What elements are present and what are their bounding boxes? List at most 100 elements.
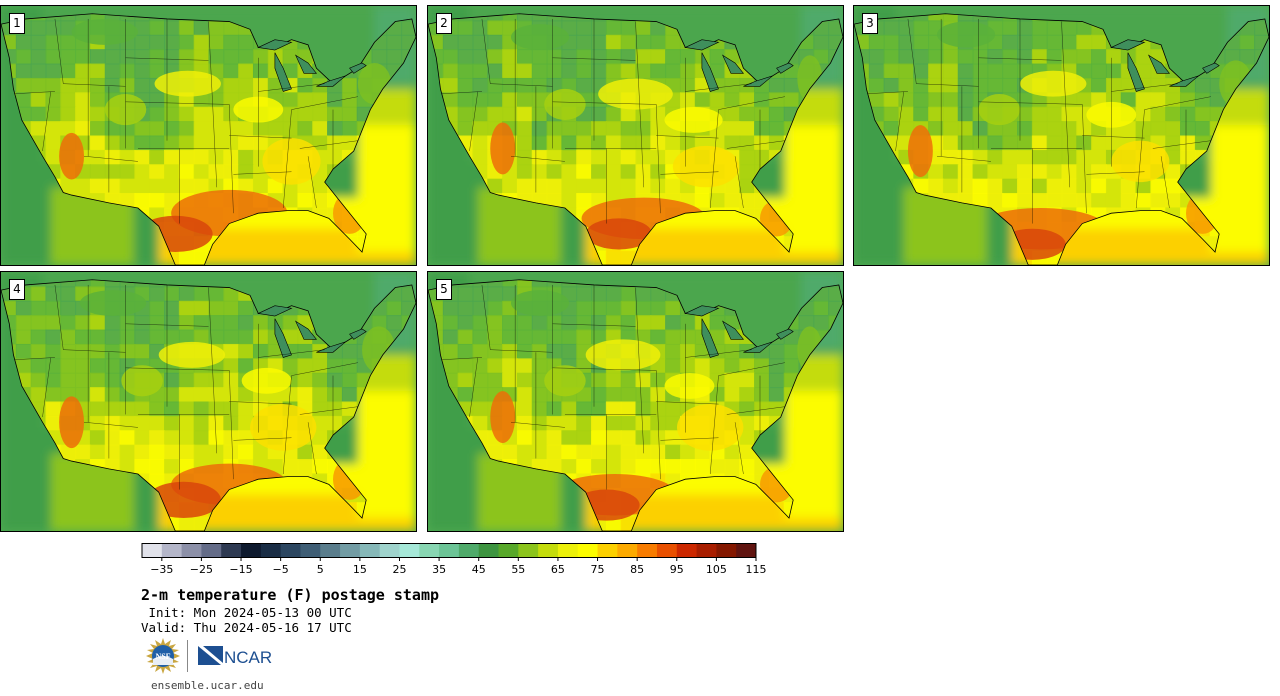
land-field-cell xyxy=(442,300,459,317)
land-field-cell xyxy=(386,315,403,331)
land-field-cell xyxy=(957,106,974,123)
great-lake xyxy=(776,62,794,74)
land-field-cell xyxy=(208,149,225,166)
land-field-cell xyxy=(679,77,696,94)
temperature-anomaly-blob xyxy=(664,373,715,399)
land-field-cell xyxy=(516,92,533,108)
land-field-cell xyxy=(546,149,563,166)
land-field-cell xyxy=(1002,135,1019,151)
land-field-cell xyxy=(754,358,770,374)
land-field-cell xyxy=(1076,20,1093,36)
land-field-cell xyxy=(942,164,959,180)
land-field-cell xyxy=(149,92,166,108)
land-field-cell xyxy=(487,343,504,360)
land-field-cell xyxy=(45,387,62,403)
land-field-cell xyxy=(119,193,136,209)
colorbar-swatch xyxy=(716,543,737,557)
land-field-cell xyxy=(252,121,269,137)
land-field-cell xyxy=(164,387,180,403)
land-field-cell xyxy=(238,77,254,94)
land-field-cell xyxy=(487,358,504,374)
land-field-cell xyxy=(297,372,314,389)
temperature-anomaly-blob xyxy=(154,70,221,97)
land-field-cell xyxy=(327,135,343,151)
land-field-cell xyxy=(561,415,578,432)
land-field-cell xyxy=(149,415,166,432)
ocean-field-band xyxy=(357,388,416,519)
land-field-cell xyxy=(1031,34,1048,51)
land-field-cell xyxy=(442,34,459,51)
land-field-cell xyxy=(1046,34,1063,51)
land-field-cell xyxy=(620,63,637,79)
colorbar-swatch xyxy=(736,543,757,557)
state-border-line xyxy=(125,323,209,327)
land-field-cell xyxy=(164,459,180,475)
land-field-cell xyxy=(89,77,106,94)
land-field-cell xyxy=(1120,178,1137,195)
land-field-cell xyxy=(576,444,593,461)
land-field-cell xyxy=(709,63,726,79)
land-field-cell xyxy=(561,401,578,417)
land-field-cell xyxy=(238,178,254,195)
land-field-cell xyxy=(605,300,622,317)
land-field-cell xyxy=(1017,193,1033,209)
land-field-cell xyxy=(341,358,358,374)
state-border-line xyxy=(510,155,565,162)
land-field-cell xyxy=(104,49,121,65)
land-field-cell xyxy=(561,315,578,331)
land-field-cell xyxy=(739,135,756,151)
land-field-cell xyxy=(1046,121,1063,137)
temperature-anomaly-blob xyxy=(59,396,84,449)
land-field-cell xyxy=(208,135,225,151)
ocean-field-band xyxy=(1210,122,1269,253)
land-field-cell xyxy=(1017,92,1033,108)
land-field-cell xyxy=(472,77,489,94)
land-field-cell xyxy=(178,106,195,123)
land-field-cell xyxy=(1120,193,1137,209)
land-field-cell xyxy=(104,372,121,389)
land-field-cell xyxy=(739,164,756,180)
land-field-cell xyxy=(868,92,885,108)
land-field-cell xyxy=(635,415,652,432)
land-field-cell xyxy=(208,372,225,389)
land-field-cell xyxy=(739,430,756,446)
land-field-cell xyxy=(89,358,106,374)
land-field-cell xyxy=(178,372,195,389)
land-field-cell xyxy=(987,164,1004,180)
land-field-cell xyxy=(898,106,915,123)
land-field-cell xyxy=(913,77,930,94)
colorbar-swatch xyxy=(379,543,400,557)
land-field-cell xyxy=(45,13,62,22)
land-field-cell xyxy=(724,193,741,209)
land-field-cell xyxy=(1105,63,1122,79)
state-border-line xyxy=(229,104,234,214)
state-border-line xyxy=(258,83,325,92)
land-field-cell xyxy=(119,343,136,360)
temperature-anomaly-blob xyxy=(121,365,163,397)
land-field-cell xyxy=(531,49,548,65)
land-field-cell xyxy=(531,430,548,446)
land-field-cell xyxy=(149,430,166,446)
land-field-cell xyxy=(223,63,240,79)
land-field-cell xyxy=(635,135,652,151)
land-field-cell xyxy=(1076,63,1093,79)
land-field-cell xyxy=(134,135,151,151)
land-field-cell xyxy=(576,415,593,432)
land-field-cell xyxy=(1150,106,1167,123)
land-field-cell xyxy=(635,387,652,403)
land-field-cell xyxy=(15,34,32,51)
state-border-line xyxy=(1086,171,1145,175)
land-field-cell xyxy=(238,121,254,137)
land-field-cell xyxy=(45,121,62,137)
state-border-line xyxy=(208,287,218,454)
land-field-cell xyxy=(754,401,770,417)
land-field-cell xyxy=(457,358,474,374)
land-field-cell xyxy=(591,315,607,331)
land-field-cell xyxy=(15,63,32,79)
temperature-anomaly-blob xyxy=(544,88,586,120)
land-field-cell xyxy=(15,49,32,65)
land-field-cell xyxy=(457,92,474,108)
land-field-cell xyxy=(45,415,62,432)
land-field-cell xyxy=(531,149,548,166)
land-field-cell xyxy=(149,121,166,137)
